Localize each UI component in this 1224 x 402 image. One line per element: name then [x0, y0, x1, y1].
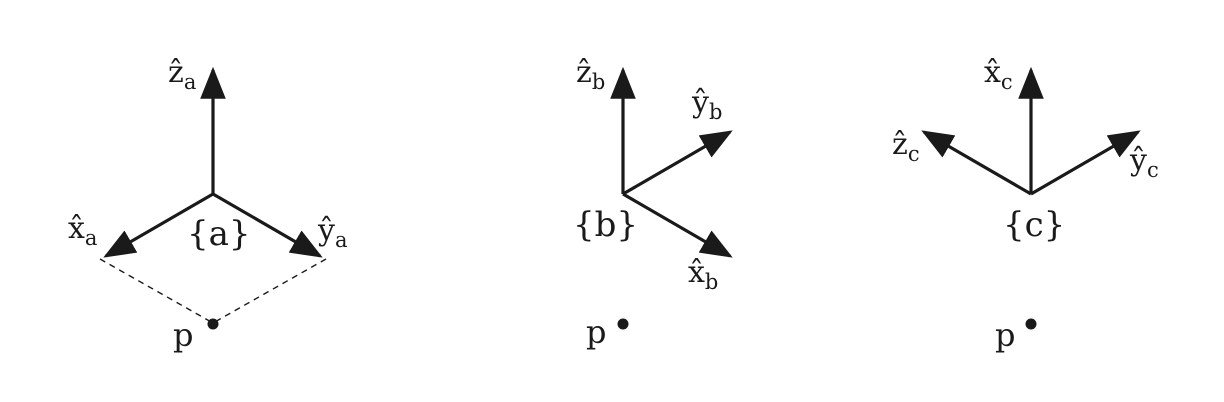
frame-c-name: {c} — [1003, 205, 1065, 245]
frame-c-y-label: ŷc — [1129, 143, 1159, 182]
frame-c-z-axis-arrow — [921, 130, 1032, 196]
frame-b-z-label: ẑb — [576, 55, 605, 94]
frame-a-z-label: ẑa — [168, 55, 196, 94]
frame-c-z-label: ẑc — [892, 127, 920, 166]
frame-a-name: {a} — [187, 214, 251, 254]
frame-b: ẑb ŷb x̂b {b} p — [573, 55, 733, 351]
frame-a: ẑa x̂a ŷa {a} p — [68, 55, 347, 354]
frame-b-name: {b} — [573, 205, 638, 245]
frame-b-x-axis-arrow — [622, 192, 733, 258]
frame-a-x-axis-arrow — [103, 192, 214, 258]
point-p-c-label: p — [995, 316, 1015, 354]
point-p-b-dot — [617, 318, 629, 330]
point-p-a-dot — [207, 318, 219, 330]
frame-a-y-label: ŷa — [317, 213, 347, 252]
projection-dashed-line-x — [99, 258, 214, 324]
frame-b-x-label: x̂b — [688, 255, 718, 294]
frame-b-y-axis-arrow — [622, 130, 733, 196]
frame-b-y-label: ŷb — [691, 85, 722, 124]
point-p-c-dot — [1025, 318, 1037, 330]
point-p-b-label: p — [586, 313, 606, 351]
frame-a-y-axis-arrow — [212, 192, 323, 258]
frame-c-x-label: x̂c — [984, 55, 1013, 94]
point-p-a-label: p — [173, 316, 193, 354]
frame-a-x-label: x̂a — [68, 211, 97, 250]
projection-dashed-line-y — [212, 258, 327, 324]
frame-c-y-axis-arrow — [1030, 130, 1141, 196]
frame-c: x̂c ẑc ŷc {c} p — [892, 55, 1159, 354]
